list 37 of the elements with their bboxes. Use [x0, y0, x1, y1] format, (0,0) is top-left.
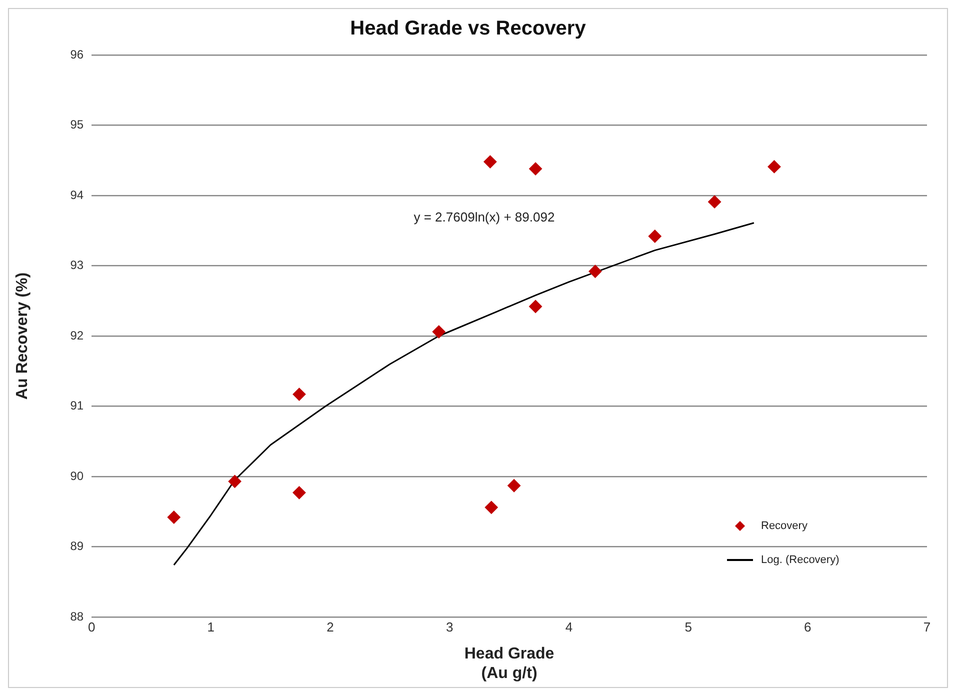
- annotation: y = 2.7609ln(x) + 89.092: [414, 210, 555, 225]
- point: [768, 160, 781, 174]
- legend-label: Recovery: [761, 520, 808, 532]
- y-tick-label: 95: [70, 118, 84, 132]
- y-tick-label: 88: [70, 609, 84, 624]
- point: [167, 510, 180, 524]
- y-tick-label: 93: [70, 258, 84, 272]
- point: [432, 325, 446, 338]
- chart-title: Head Grade vs Recovery: [350, 18, 587, 40]
- y-tick-label: 91: [70, 398, 84, 413]
- point: [708, 195, 722, 208]
- point: [588, 264, 602, 278]
- y-tick-label: 89: [70, 539, 84, 554]
- point: [648, 230, 662, 243]
- point: [484, 500, 498, 514]
- y-tick-label: 96: [70, 47, 84, 62]
- y-axis-title: Au Recovery (%): [14, 272, 32, 400]
- point: [292, 388, 306, 401]
- x-tick-label: 0: [88, 619, 96, 634]
- x-tick-label: 2: [326, 619, 334, 634]
- x-tick-label: 5: [684, 619, 692, 634]
- x-axis-title: Head Grade (Au g/t): [464, 646, 554, 682]
- y-tick-label: 90: [70, 468, 84, 483]
- point: [484, 155, 497, 168]
- legend-label: Log. (Recovery): [761, 554, 840, 566]
- point: [228, 474, 242, 488]
- x-tick-label: 4: [565, 619, 573, 634]
- point: [529, 162, 542, 176]
- x-tick-label: 3: [446, 619, 454, 634]
- y-tick-label: 94: [70, 188, 84, 202]
- y-tick-label: 92: [70, 328, 84, 342]
- point: [529, 300, 542, 313]
- x-tick-label: 6: [804, 619, 812, 634]
- point: [508, 479, 521, 492]
- x-tick-label: 1: [207, 619, 215, 634]
- point: [292, 486, 306, 500]
- x-tick-label: 7: [923, 619, 931, 634]
